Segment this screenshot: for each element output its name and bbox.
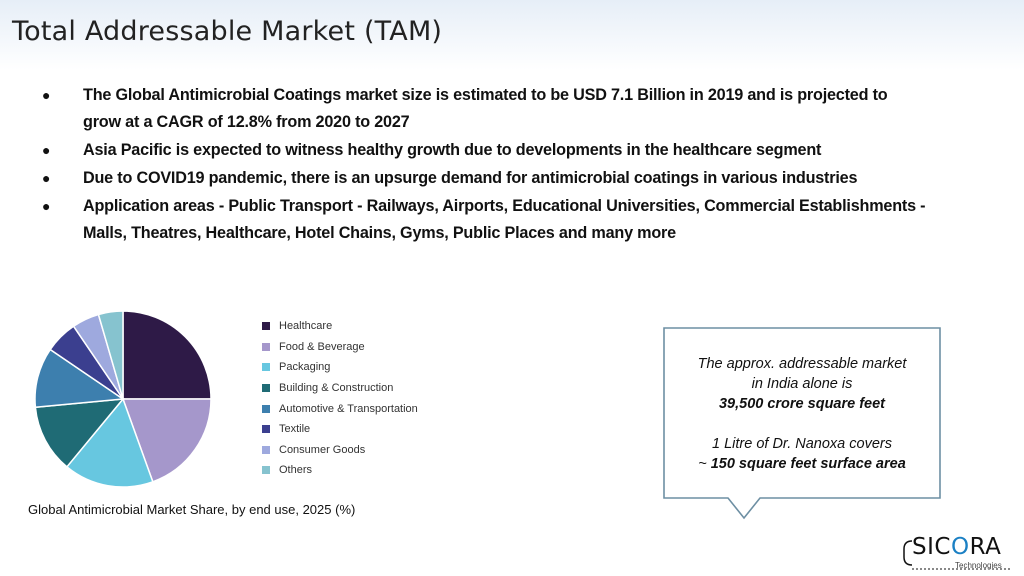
pie-chart — [30, 306, 216, 497]
bullet-text-line: Application areas - Public Transport - R… — [83, 197, 926, 215]
bullet-text-line: Malls, Theatres, Healthcare, Hotel Chain… — [83, 224, 676, 242]
callout-highlight: 39,500 crore square feet — [718, 396, 886, 412]
callout-outline — [663, 327, 941, 520]
legend-swatch — [262, 342, 270, 351]
legend-item-automotive-transportation: Automotive & Transportation — [262, 398, 418, 419]
bullet-dot: ● — [42, 170, 51, 186]
legend-swatch — [262, 322, 270, 331]
pie-slice-healthcare — [122, 310, 212, 400]
legend-swatch — [262, 404, 270, 413]
bullet-text-line: The Global Antimicrobial Coatings market… — [83, 86, 888, 104]
pie-slice-food-beverage — [121, 398, 212, 483]
legend-label: Others — [279, 464, 313, 477]
callout-line: in India alone is — [751, 376, 853, 392]
legend-label: Packaging — [279, 361, 331, 374]
bullet-item: ● Due to COVID19 pandemic, there is an u… — [42, 165, 1002, 192]
legend-item-building-construction: Building & Construction — [262, 378, 418, 399]
pie-slice-others — [97, 310, 124, 400]
callout-line: The approx. addressable market — [697, 356, 907, 372]
logo-subtitle: Technologies — [955, 561, 1002, 570]
legend-label: Food & Beverage — [279, 340, 365, 353]
callout-spacer — [664, 414, 940, 434]
callout-highlight: 150 square feet surface area — [710, 456, 906, 472]
callout-box — [663, 327, 941, 520]
legend-swatch — [262, 363, 270, 372]
logo-text: RA — [969, 534, 1002, 560]
logo-text-accent: O — [950, 534, 970, 560]
legend-label: Consumer Goods — [279, 443, 366, 456]
legend-label: Textile — [279, 423, 311, 436]
callout-text: The approx. addressable market in India … — [664, 354, 940, 474]
legend-label: Automotive & Transportation — [279, 402, 418, 415]
legend-item-textile: Textile — [262, 419, 418, 440]
legend-item-others: Others — [262, 460, 418, 481]
slide-title: Total Addressable Market (TAM) — [12, 16, 443, 47]
logo-text: SIC — [912, 534, 951, 560]
legend-item-healthcare: Healthcare — [262, 316, 418, 337]
callout-highlight-line: ~ 150 square feet surface area — [698, 456, 906, 472]
pie-slice-packaging — [65, 397, 154, 488]
chart-caption: Global Antimicrobial Market Share, by en… — [28, 502, 356, 517]
legend-label: Healthcare — [279, 320, 333, 333]
logo-mark — [903, 540, 1012, 570]
logo-bracket-icon — [903, 540, 913, 566]
legend-item-food-beverage: Food & Beverage — [262, 337, 418, 358]
bullet-list: ● The Global Antimicrobial Coatings mark… — [42, 82, 1002, 248]
legend-label: Building & Construction — [279, 382, 394, 395]
bullet-item: ● The Global Antimicrobial Coatings mark… — [42, 82, 1002, 136]
bullet-dot: ● — [42, 87, 51, 103]
bullet-item: ● Asia Pacific is expected to witness he… — [42, 137, 1002, 164]
bullet-text-line: grow at a CAGR of 12.8% from 2020 to 202… — [83, 113, 410, 131]
legend-swatch — [262, 425, 270, 434]
bullet-text-line: Due to COVID19 pandemic, there is an ups… — [83, 169, 858, 187]
callout-line: 1 Litre of Dr. Nanoxa covers — [712, 436, 892, 452]
legend-swatch — [262, 445, 270, 454]
legend-item-packaging: Packaging — [262, 357, 418, 378]
chart-legend: Healthcare Food & Beverage Packaging Bui… — [262, 316, 418, 481]
pie-chart-svg — [34, 310, 212, 488]
bullet-item: ● Application areas - Public Transport -… — [42, 193, 1002, 247]
bullet-dot: ● — [42, 198, 51, 214]
legend-swatch — [262, 384, 270, 393]
bullet-text-line: Asia Pacific is expected to witness heal… — [83, 141, 822, 159]
legend-swatch — [262, 466, 270, 475]
legend-item-consumer-goods: Consumer Goods — [262, 440, 418, 461]
logo-wordmark: SICORA — [912, 534, 1001, 560]
pie-slice-building-construction — [34, 398, 125, 468]
bullet-dot: ● — [42, 142, 51, 158]
